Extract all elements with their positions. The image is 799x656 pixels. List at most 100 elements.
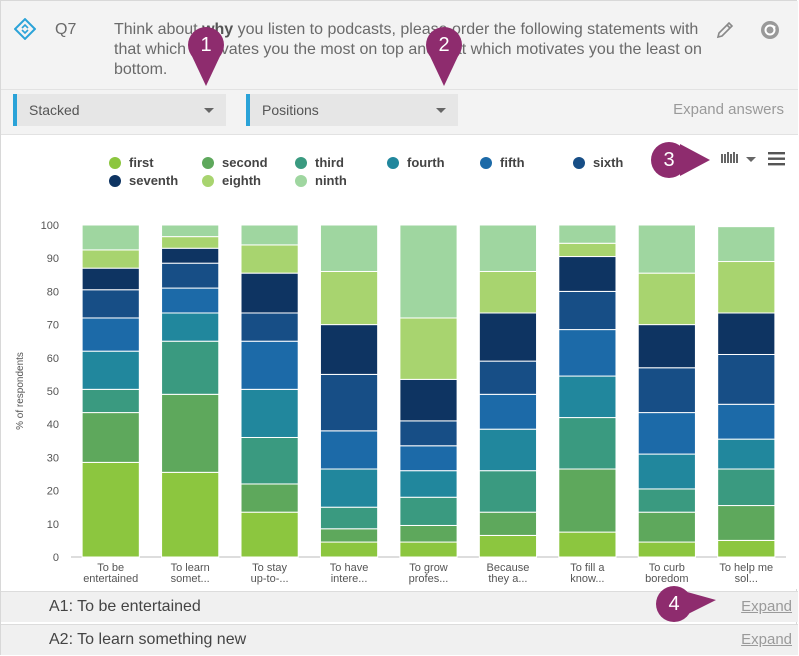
x-tick-label: up-to-... xyxy=(251,573,289,585)
measure-value: Positions xyxy=(262,102,319,118)
y-tick-label: 50 xyxy=(47,386,59,398)
bar-segment-third xyxy=(637,488,696,513)
answer-label: A1: To be entertained xyxy=(49,598,201,615)
bar-segment-seventh xyxy=(161,247,220,264)
legend-swatch xyxy=(295,175,307,187)
expand-answer-link[interactable]: Expand xyxy=(741,631,792,648)
legend-label: third xyxy=(315,155,344,170)
bar-segment-fourth xyxy=(319,468,379,508)
annotation-badge: 3 xyxy=(651,142,687,178)
bar-segment-seventh xyxy=(240,272,299,314)
bar-segment-seventh xyxy=(558,256,617,292)
bar-segment-eighth xyxy=(161,236,220,249)
bar-segment-ninth xyxy=(637,224,696,274)
bar-segment-sixth xyxy=(637,367,696,414)
bar-segment-second xyxy=(717,505,776,541)
chevron-down-icon xyxy=(436,108,446,113)
reorder-icon xyxy=(14,18,36,40)
bar-segment-ninth xyxy=(558,224,617,244)
y-tick-label: 30 xyxy=(47,452,59,464)
bar-segment-eighth xyxy=(558,242,617,258)
bar-segment-sixth xyxy=(558,290,617,331)
x-tick-label: Because xyxy=(487,562,530,574)
chevron-down-icon xyxy=(204,108,214,113)
x-tick-label: To help me xyxy=(719,562,773,574)
answer-row[interactable]: A2: To learn something new Expand xyxy=(1,624,798,655)
bar-segment-second xyxy=(558,468,617,533)
legend-label: fifth xyxy=(500,155,525,170)
bar-segment-third xyxy=(240,436,299,485)
bar-segment-second xyxy=(161,393,220,473)
chart-type-dropdown[interactable]: Stacked xyxy=(13,94,226,126)
bar-segment-sixth xyxy=(81,289,140,319)
bar-segment-ninth xyxy=(399,224,458,319)
bar-segment-fourth xyxy=(478,428,538,472)
pencil-icon[interactable] xyxy=(714,19,736,41)
bar-segment-seventh xyxy=(319,324,379,375)
bar-segment-third xyxy=(399,496,458,526)
bar-chart-icon[interactable] xyxy=(721,152,738,163)
legend-label: eighth xyxy=(222,173,261,188)
annotation-badge: 1 xyxy=(188,27,224,63)
bar-segment-third xyxy=(558,417,617,470)
bar-segment-fifth xyxy=(637,412,696,455)
bar-segment-third xyxy=(717,468,776,507)
bar-segment-fourth xyxy=(399,470,458,498)
y-tick-label: 20 xyxy=(47,486,59,498)
chevron-down-icon[interactable] xyxy=(746,157,756,162)
chart-menu[interactable] xyxy=(721,150,791,168)
x-tick-label: profes... xyxy=(409,573,449,585)
legend-swatch xyxy=(109,175,121,187)
bar-segment-sixth xyxy=(240,312,299,342)
bar-segment-sixth xyxy=(478,360,538,395)
bar-segment-ninth xyxy=(240,224,299,246)
bar-segment-fifth xyxy=(161,287,220,314)
y-tick-label: 100 xyxy=(41,220,59,232)
bar-segment-first xyxy=(558,531,617,558)
refresh-icon[interactable] xyxy=(759,19,781,41)
y-axis-label: % of respondents xyxy=(15,352,26,430)
bar-segment-second xyxy=(81,412,140,463)
answer-label: A2: To learn something new xyxy=(49,631,247,648)
bar-segment-first xyxy=(637,541,696,558)
bar-segment-third xyxy=(81,388,140,414)
bar-segment-seventh xyxy=(637,324,696,369)
bar-segment-third xyxy=(319,506,379,530)
bar-segment-eighth xyxy=(637,272,696,326)
legend-swatch xyxy=(480,157,492,169)
bar-segment-fifth xyxy=(558,329,617,377)
bar-segment-fourth xyxy=(558,375,617,419)
bar-segment-ninth xyxy=(319,224,379,272)
x-tick-label: somet... xyxy=(171,573,210,585)
bar-segment-second xyxy=(240,483,299,513)
x-tick-label: To fill a xyxy=(570,562,605,574)
question-text-part: you listen to podcasts, please order the… xyxy=(114,21,702,78)
hamburger-menu-icon[interactable] xyxy=(768,152,785,166)
bar-segment-eighth xyxy=(717,261,776,314)
expand-answers-link[interactable]: Expand answers xyxy=(673,101,784,118)
x-tick-label: To curb xyxy=(649,562,685,574)
legend-swatch xyxy=(387,157,399,169)
y-tick-label: 40 xyxy=(47,419,59,431)
legend-swatch xyxy=(202,175,214,187)
bar-segment-fifth xyxy=(399,445,458,472)
annotation-badge: 2 xyxy=(426,27,462,63)
measure-dropdown[interactable]: Positions xyxy=(246,94,458,126)
bar-segment-sixth xyxy=(319,373,379,432)
stacked-bar-chart: 0 10 20 30 40 50 60 70 80 90 100 % of respondents To… xyxy=(15,220,786,585)
y-tick-label: 90 xyxy=(47,253,59,265)
bar-segment-fourth xyxy=(161,312,220,342)
bar-segment-fourth xyxy=(717,438,776,470)
bar-segment-fourth xyxy=(637,453,696,490)
bar-segment-seventh xyxy=(717,312,776,355)
x-tick-label: To be xyxy=(97,562,124,574)
bar-segment-sixth xyxy=(399,420,458,447)
y-tick-label: 70 xyxy=(47,320,59,332)
bar-segment-eighth xyxy=(478,270,538,314)
legend-label: seventh xyxy=(129,173,179,188)
legend-label: first xyxy=(129,155,154,170)
legend-label: fourth xyxy=(407,155,445,170)
x-tick-label: To have xyxy=(330,562,369,574)
expand-answer-link[interactable]: Expand xyxy=(741,598,792,615)
x-tick-label: entertained xyxy=(83,573,138,585)
